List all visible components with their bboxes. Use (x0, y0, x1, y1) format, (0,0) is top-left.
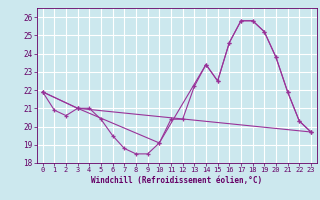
X-axis label: Windchill (Refroidissement éolien,°C): Windchill (Refroidissement éolien,°C) (91, 176, 262, 185)
